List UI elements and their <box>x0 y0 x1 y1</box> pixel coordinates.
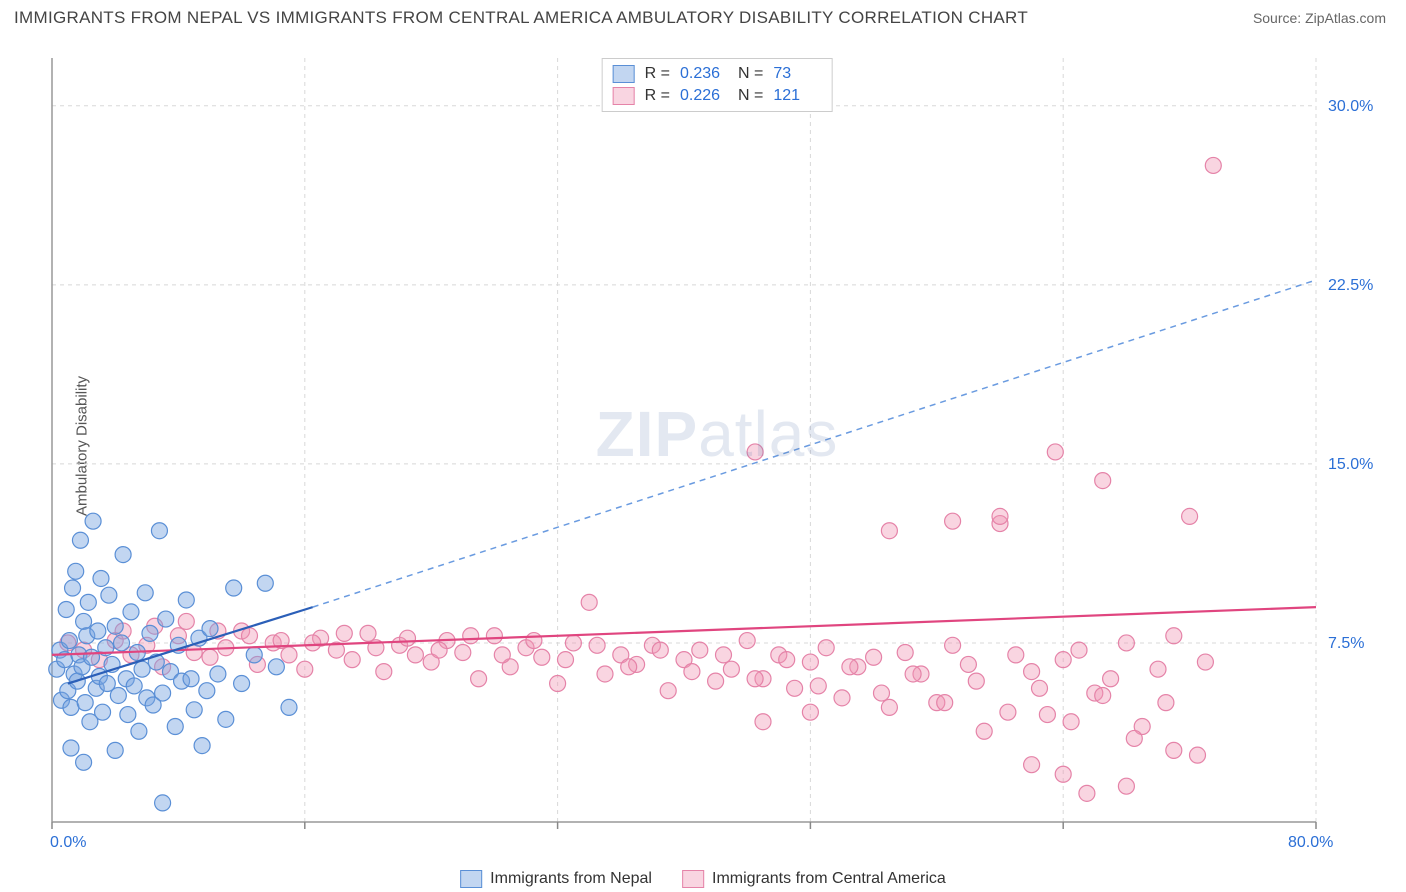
n-label: N = <box>738 65 763 83</box>
scatter-plot: 7.5% 15.0% 22.5% 30.0% <box>48 48 1386 852</box>
chart-title: IMMIGRANTS FROM NEPAL VS IMMIGRANTS FROM… <box>14 8 1028 28</box>
r-value-nepal: 0.236 <box>680 65 728 83</box>
series-legend: Immigrants from Nepal Immigrants from Ce… <box>460 870 946 888</box>
r-label: R = <box>645 65 670 83</box>
chart-area: 7.5%15.0%22.5%30.0% ZIPatlas R = 0.236 N… <box>48 48 1386 852</box>
correlation-legend: R = 0.236 N = 73 R = 0.226 N = 121 <box>602 58 833 112</box>
legend-label-ca: Immigrants from Central America <box>712 870 946 888</box>
swatch-nepal-2 <box>460 870 482 888</box>
n-value-nepal: 73 <box>773 65 821 83</box>
legend-row-ca: R = 0.226 N = 121 <box>613 85 822 107</box>
svg-text:30.0%: 30.0% <box>1328 98 1373 115</box>
svg-text:22.5%: 22.5% <box>1328 277 1373 294</box>
n-label-2: N = <box>738 87 763 105</box>
legend-item-nepal: Immigrants from Nepal <box>460 870 652 888</box>
svg-text:15.0%: 15.0% <box>1328 456 1373 473</box>
header: IMMIGRANTS FROM NEPAL VS IMMIGRANTS FROM… <box>0 0 1406 32</box>
source-label: Source: ZipAtlas.com <box>1253 10 1386 26</box>
svg-text:7.5%: 7.5% <box>1328 635 1364 652</box>
legend-item-ca: Immigrants from Central America <box>682 870 946 888</box>
n-value-ca: 121 <box>773 87 821 105</box>
legend-label-nepal: Immigrants from Nepal <box>490 870 652 888</box>
r-label-2: R = <box>645 87 670 105</box>
legend-row-nepal: R = 0.236 N = 73 <box>613 63 822 85</box>
x-origin-label: 0.0% <box>50 834 86 852</box>
r-value-ca: 0.226 <box>680 87 728 105</box>
x-max-label: 80.0% <box>1288 834 1333 852</box>
swatch-ca <box>613 87 635 105</box>
swatch-nepal <box>613 65 635 83</box>
swatch-ca-2 <box>682 870 704 888</box>
